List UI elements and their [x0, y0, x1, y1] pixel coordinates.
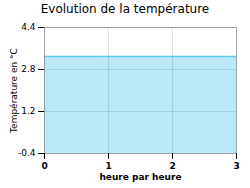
svg-text:1.2: 1.2: [21, 106, 35, 116]
svg-text:0: 0: [41, 161, 47, 171]
svg-text:2: 2: [169, 161, 175, 171]
svg-text:4.4: 4.4: [21, 22, 36, 32]
svg-text:2.8: 2.8: [21, 64, 36, 74]
svg-text:Température en °C: Température en °C: [9, 48, 19, 134]
svg-text:1: 1: [105, 161, 111, 171]
html-text:Evolution de la température: Evolution de la température: [40, 2, 210, 16]
svg-text:heure par heure: heure par heure: [99, 172, 181, 182]
svg-text:3: 3: [233, 161, 239, 171]
svg-text:-0.4: -0.4: [18, 148, 36, 158]
